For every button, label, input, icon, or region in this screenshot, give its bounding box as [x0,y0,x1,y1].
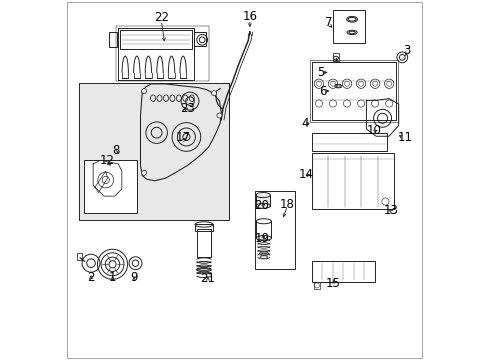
Text: 10: 10 [366,124,381,137]
Circle shape [217,113,222,118]
Bar [197,229,210,257]
Bar [333,10,364,43]
Bar [116,26,208,81]
Text: 21: 21 [200,272,215,285]
Text: 7: 7 [325,16,332,29]
Bar [311,134,386,150]
Text: 8: 8 [112,144,120,157]
Circle shape [142,170,146,175]
Text: 23: 23 [179,102,194,115]
Text: 16: 16 [242,10,257,23]
Text: 13: 13 [383,204,398,217]
Bar [311,153,394,210]
Text: 11: 11 [397,131,412,144]
Text: 4: 4 [301,117,308,130]
Text: 6: 6 [318,85,326,98]
Bar [79,83,228,220]
Bar [195,225,212,231]
Text: 22: 22 [154,12,168,24]
Circle shape [211,91,216,96]
Text: 17: 17 [176,131,191,144]
Bar [120,31,191,49]
Bar [77,253,81,260]
Text: 2: 2 [87,271,95,284]
Text: 18: 18 [280,198,294,211]
Bar [83,160,137,213]
Bar [313,282,320,289]
Bar [194,32,205,46]
Bar [109,32,117,47]
Text: 1: 1 [108,271,116,284]
Text: 5: 5 [316,66,324,79]
Circle shape [142,89,146,94]
Text: 20: 20 [254,199,268,212]
Text: 14: 14 [298,168,313,181]
Text: 12: 12 [100,154,115,167]
Bar [254,191,294,269]
Bar [311,62,395,120]
Text: 3: 3 [403,44,410,57]
Bar [333,53,338,61]
Text: 19: 19 [254,231,269,244]
Text: 9: 9 [130,271,138,284]
Text: 15: 15 [325,278,340,291]
Bar [311,261,374,282]
Bar [309,59,398,122]
